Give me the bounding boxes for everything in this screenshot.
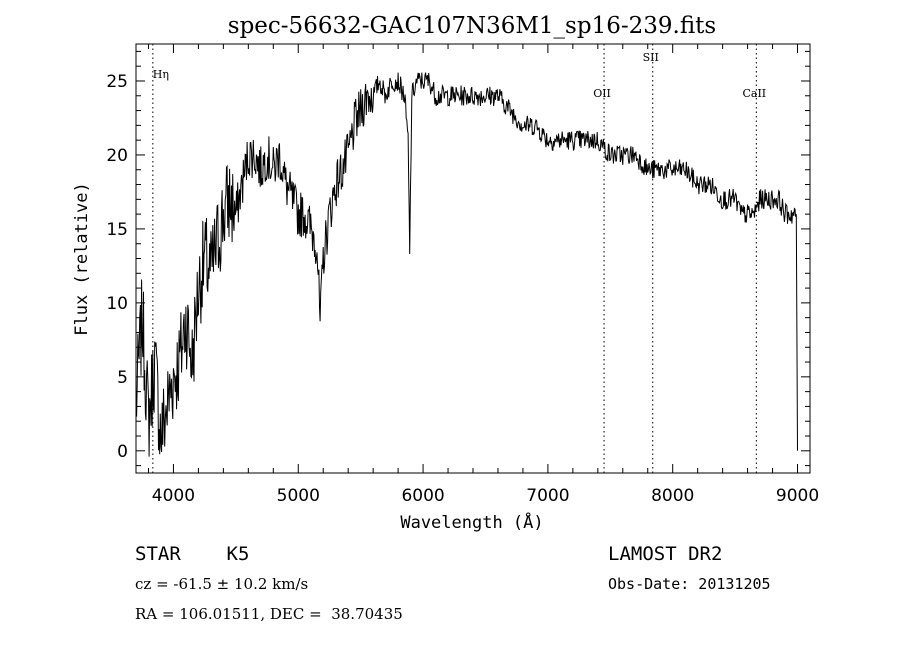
y-tick-label-25: 25 xyxy=(106,72,128,92)
plot-frame xyxy=(135,43,811,474)
y-tick-label-15: 15 xyxy=(106,220,128,240)
x-tick-label-7000: 7000 xyxy=(526,486,569,506)
survey-text: LAMOST DR2 xyxy=(608,543,722,565)
x-tick-label-6000: 6000 xyxy=(401,486,444,506)
spectrum-line xyxy=(135,72,798,457)
x-axis-label: Wavelength (Å) xyxy=(400,511,543,533)
object-class-text: STAR K5 xyxy=(135,543,249,565)
y-tick-label-5: 5 xyxy=(117,368,128,388)
y-tick-label-10: 10 xyxy=(106,294,128,314)
line-label-3: CaII xyxy=(742,87,766,100)
x-tick-label-4000: 4000 xyxy=(152,486,195,506)
spectrum-marks: 4000 5000 6000 7000 8000 9000 0 5 10 15 20 25 Hη OII S… xyxy=(106,44,819,506)
redshift-text: cz = -61.5 ± 10.2 km/s xyxy=(135,575,308,593)
line-label-1: OII xyxy=(593,87,611,100)
x-tick-label-9000: 9000 xyxy=(776,486,819,506)
x-tick-label-8000: 8000 xyxy=(651,486,694,506)
y-tick-label-20: 20 xyxy=(106,146,128,166)
x-tick-label-5000: 5000 xyxy=(277,486,320,506)
line-label-2: SII xyxy=(643,51,659,64)
chart-title: spec-56632-GAC107N36M1_sp16-239.fits xyxy=(228,13,716,39)
y-axis-label: Flux (relative) xyxy=(72,182,92,336)
line-label-0: Hη xyxy=(153,68,169,81)
coordinates-text: RA = 106.01511, DEC = 38.70435 xyxy=(135,605,403,623)
obs-date-text: Obs-Date: 20131205 xyxy=(608,575,771,593)
y-tick-label-0: 0 xyxy=(117,442,128,462)
